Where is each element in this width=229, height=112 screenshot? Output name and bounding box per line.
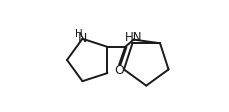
Text: N: N bbox=[77, 32, 87, 45]
Text: O: O bbox=[114, 64, 123, 76]
Text: H: H bbox=[74, 28, 82, 38]
Text: HN: HN bbox=[124, 31, 142, 44]
